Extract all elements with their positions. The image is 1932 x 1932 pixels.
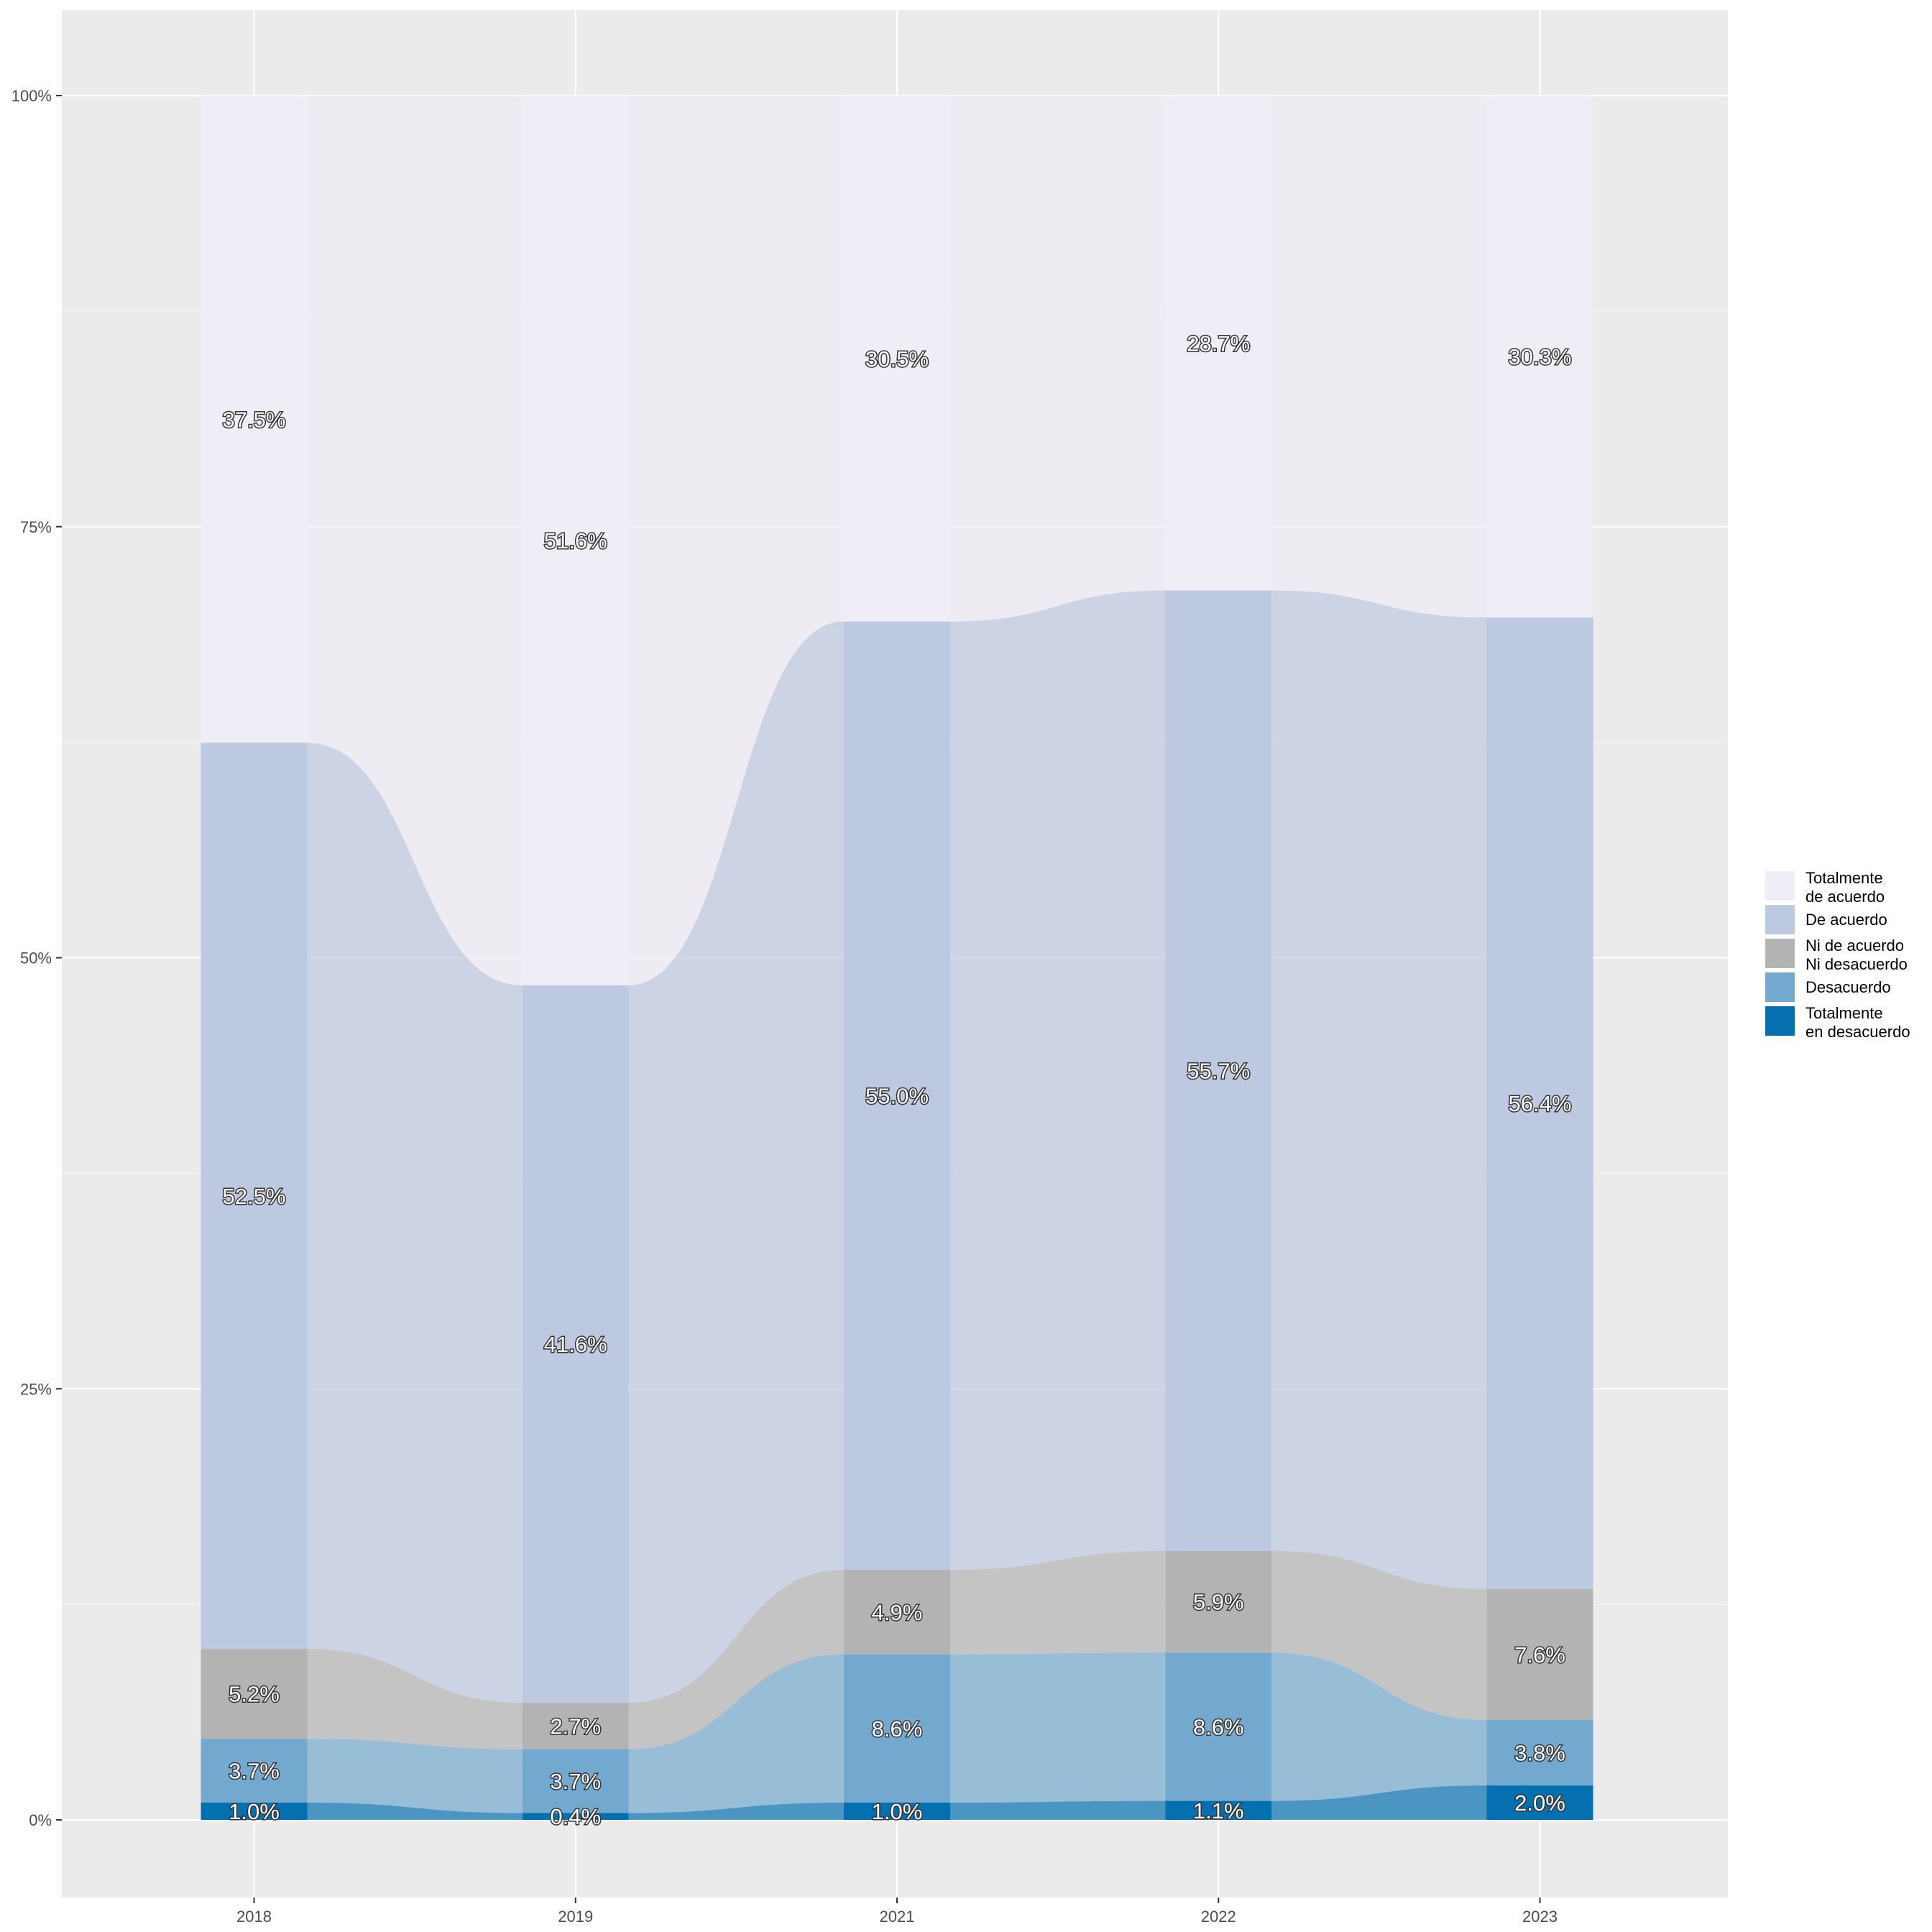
bar-segment (522, 96, 629, 985)
bar-segment (522, 1813, 629, 1820)
y-tick-label: 25% (20, 1380, 52, 1398)
bar-segment (844, 621, 950, 1570)
flow-ribbon (1271, 590, 1487, 1589)
x-tick-label: 2018 (236, 1908, 272, 1926)
bar-value-label: 5.9% (1193, 1590, 1244, 1615)
bar-value-label: 4.9% (872, 1600, 923, 1625)
legend-key (1765, 871, 1795, 901)
bar-value-label: 3.7% (550, 1769, 601, 1794)
bar-segment (1486, 617, 1593, 1589)
bar-value-label: 30.3% (1509, 344, 1572, 369)
bar-value-label: 5.2% (229, 1682, 280, 1707)
bar-value-label: 3.8% (1514, 1741, 1565, 1766)
bar-segment (1486, 1719, 1593, 1786)
bar-segment (201, 1739, 308, 1803)
bar-value-label: 0.4% (550, 1804, 601, 1829)
bar-segment (201, 96, 308, 743)
bar-value-label: 37.5% (223, 407, 286, 432)
flow-ribbon (628, 1654, 844, 1813)
flow-ribbon (950, 1550, 1166, 1655)
bar-segment (522, 1749, 629, 1813)
flow-ribbon (307, 96, 523, 985)
legend-key (1765, 939, 1795, 968)
flow-ribbon (1271, 1550, 1487, 1720)
bar-value-label: 51.6% (544, 528, 607, 553)
bar-value-label: 55.7% (1187, 1059, 1250, 1084)
legend: Totalmente de acuerdo De acuerdo Ni de acue… (1765, 869, 1910, 1041)
y-tick-label: 75% (20, 518, 52, 536)
bar-segment (1486, 96, 1593, 618)
bar-value-label: 52.5% (223, 1184, 286, 1209)
flow-ribbon (307, 742, 523, 1703)
y-tick-label: 0% (29, 1811, 52, 1829)
flow-ribbon (1271, 1785, 1487, 1820)
bar-segment (844, 1654, 950, 1803)
y-axis: 0% 25% 50% 75% 100% (12, 87, 62, 1829)
y-tick-label: 50% (20, 949, 52, 967)
legend-label: Totalmente en desacuerdo (1806, 1004, 1910, 1041)
flow-ribbon (628, 1570, 844, 1749)
flow-ribbon (950, 590, 1166, 1570)
flow-ribbon (307, 1649, 523, 1749)
bar-value-label: 1.0% (229, 1799, 280, 1824)
bar-segment (1165, 1550, 1272, 1653)
legend-key (1765, 1006, 1795, 1036)
bar-value-label: 30.5% (865, 346, 929, 372)
bar-segment (844, 1570, 950, 1655)
bar-segment (522, 985, 629, 1703)
flow-ribbon (1271, 96, 1487, 618)
bar-segment (522, 1702, 629, 1749)
flow-ribbon (950, 1652, 1166, 1803)
legend-label: Totalmente de acuerdo (1806, 869, 1885, 906)
flow-ribbon (1271, 1652, 1487, 1801)
bar-segment (1165, 590, 1272, 1551)
bar-segment (1165, 96, 1272, 591)
bar-value-label: 7.6% (1514, 1642, 1565, 1668)
flow-ribbon (628, 1803, 844, 1820)
bar-value-label: 8.6% (872, 1716, 923, 1742)
x-axis: 2018 2019 2021 2022 2023 (236, 1898, 1558, 1926)
bar-value-label: 28.7% (1187, 331, 1250, 356)
bar-value-label: 55.0% (865, 1083, 929, 1108)
bar-segment (201, 742, 308, 1650)
stacked-bars (201, 96, 1593, 1820)
bar-value-label: 1.0% (872, 1799, 923, 1824)
bar-segment (1486, 1785, 1593, 1820)
flow-ribbon (950, 1800, 1166, 1820)
flow-ribbon (628, 621, 844, 1703)
legend-label: De acuerdo (1806, 911, 1887, 929)
legend-label: Ni de acuerdo Ni desacuerdo (1806, 937, 1908, 973)
flow-ribbons (307, 96, 1487, 1820)
x-tick-label: 2022 (1201, 1908, 1236, 1926)
bar-value-label: 3.7% (229, 1759, 280, 1784)
legend-label: Desacuerdo (1806, 978, 1891, 996)
bar-value-label: 1.1% (1193, 1798, 1244, 1823)
bar-segment (201, 1802, 308, 1820)
legend-key (1765, 905, 1795, 934)
flow-ribbon (628, 96, 844, 985)
x-tick-label: 2021 (880, 1908, 915, 1926)
legend-key (1765, 972, 1795, 1002)
x-tick-label: 2023 (1522, 1908, 1558, 1926)
bar-value-label: 41.6% (544, 1332, 607, 1357)
bar-value-label: 2.7% (550, 1714, 601, 1739)
x-tick-label: 2019 (558, 1908, 593, 1926)
y-tick-label: 100% (12, 87, 52, 105)
bar-segment (844, 96, 950, 622)
flow-ribbon (307, 1802, 523, 1820)
bar-value-label: 8.6% (1193, 1714, 1244, 1739)
bar-segment (1486, 1588, 1593, 1720)
bar-segment (844, 1803, 950, 1820)
bar-segment (1165, 1800, 1272, 1820)
bar-value-labels: 37.5% 52.5% 5.2% 3.7% 1.0% 51.6% 41.6% 2.7% 3.7%… (221, 330, 1573, 1831)
bar-segment (201, 1649, 308, 1739)
flow-ribbon (307, 1739, 523, 1813)
bar-value-label: 56.4% (1509, 1091, 1572, 1116)
flow-ribbon (950, 96, 1166, 622)
bar-segment (1165, 1652, 1272, 1801)
bar-value-label: 2.0% (1514, 1790, 1565, 1816)
